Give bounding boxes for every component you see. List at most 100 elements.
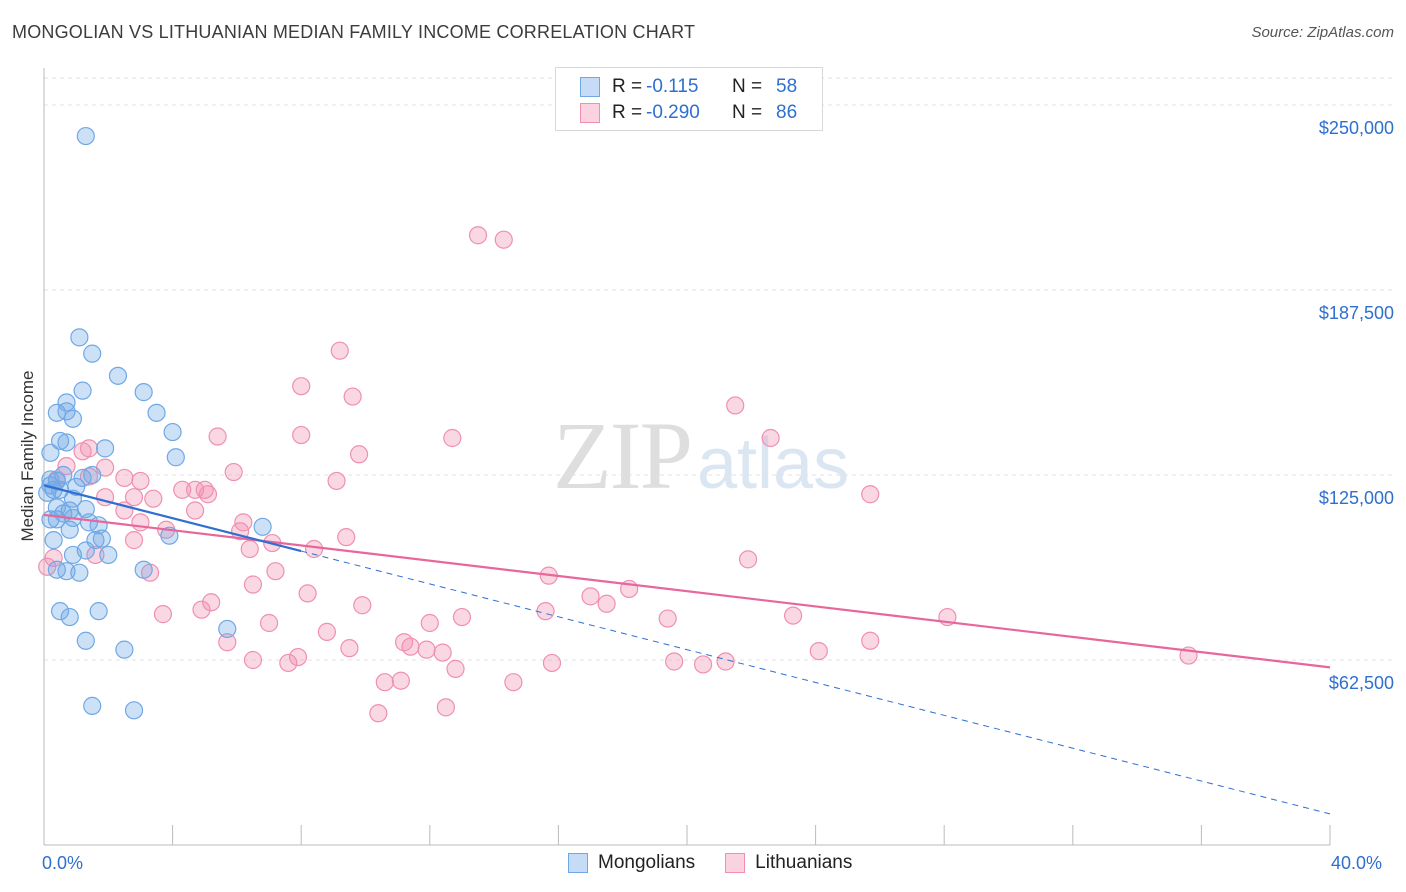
- lithuanian-point: [243, 650, 263, 670]
- mongolian-point: [147, 403, 166, 422]
- mongolian-point: [44, 531, 63, 550]
- lithuanian-point: [665, 652, 684, 671]
- lithuanian-point: [401, 637, 420, 656]
- lithuanian-point: [809, 642, 828, 661]
- mongolian-point: [63, 409, 83, 428]
- mongolian-point: [63, 545, 83, 565]
- r-label: R =: [612, 102, 643, 123]
- lithuanian-point: [452, 607, 472, 627]
- lithuanian-point: [44, 548, 63, 567]
- lithuanian-point: [266, 562, 285, 581]
- lithuanian-point: [861, 631, 880, 650]
- lithuanian-point: [224, 462, 243, 482]
- mongolians-trend-line: [43, 484, 302, 553]
- lithuanian-point: [86, 545, 105, 565]
- lithuanian-point: [288, 647, 308, 667]
- y-axis-title: Median Family Income: [18, 370, 37, 542]
- mongolian-point: [50, 602, 70, 621]
- mongolian-point: [218, 619, 237, 639]
- lithuanian-point: [279, 653, 298, 673]
- lithuanian-point: [353, 596, 372, 615]
- lithuanian-point: [726, 396, 745, 415]
- lithuanian-point: [208, 427, 227, 446]
- mongolians-trend-dashed: [301, 550, 1331, 815]
- mongolian-point: [134, 560, 153, 579]
- lithuanian-point: [375, 673, 394, 692]
- mongolian-point: [99, 545, 118, 565]
- lithuanian-point: [192, 600, 211, 619]
- lithuanian-point: [716, 652, 735, 671]
- lithuanian-point: [186, 501, 205, 520]
- mongolian-point: [163, 422, 182, 442]
- lithuanian-point: [124, 488, 144, 507]
- n-value: 86: [776, 102, 798, 123]
- y-tick-label: $187,500: [1318, 303, 1394, 323]
- mongolians-swatch: [580, 77, 600, 97]
- trend-lines: [43, 484, 1331, 815]
- lithuanian-point: [131, 471, 150, 491]
- lithuanian-point: [292, 377, 311, 396]
- mongolian-point: [60, 520, 79, 539]
- lithuanian-point: [73, 442, 92, 461]
- y-tick-label: $125,000: [1318, 488, 1394, 508]
- mongolian-point: [76, 631, 95, 650]
- lithuanian-point: [144, 489, 163, 508]
- lithuanian-point: [783, 606, 803, 625]
- lithuanian-point: [240, 539, 259, 559]
- lithuanian-point: [115, 468, 134, 488]
- mongolian-point: [73, 381, 92, 400]
- lithuanian-point: [198, 485, 218, 504]
- mongolian-point: [83, 696, 102, 715]
- lithuanian-point: [436, 698, 455, 717]
- lithuanian-point: [343, 387, 362, 406]
- mongolian-point: [166, 448, 185, 467]
- n-label: N =: [732, 102, 763, 123]
- lithuanian-point: [330, 341, 349, 360]
- legend-item-mongolians[interactable]: Mongolians: [568, 852, 695, 874]
- lithuanian-point: [317, 622, 337, 641]
- lithuanian-point: [298, 584, 317, 603]
- mongolian-point: [83, 465, 102, 485]
- lithuanian-point: [504, 673, 523, 692]
- lithuanian-point: [327, 471, 346, 491]
- chart-title: MONGOLIAN VS LITHUANIAN MEDIAN FAMILY IN…: [12, 22, 696, 42]
- mongolians-swatch: [568, 853, 588, 873]
- r-label: R =: [612, 76, 643, 97]
- mongolian-point: [67, 477, 86, 496]
- legend-label-lithuanians: Lithuanians: [755, 852, 853, 873]
- lithuanian-point: [861, 485, 880, 504]
- mongolian-point: [108, 366, 128, 385]
- lithuanian-point: [693, 655, 713, 674]
- lithuanian-point: [597, 594, 616, 613]
- lithuanian-point: [340, 639, 359, 658]
- mongolian-point: [76, 126, 95, 146]
- lithuanian-point: [218, 633, 237, 652]
- lithuanian-point: [243, 575, 263, 594]
- mongolian-point: [47, 403, 66, 422]
- mongolian-point: [89, 602, 108, 621]
- y-tick-label: $62,500: [1328, 673, 1394, 693]
- y-tick-label: $250,000: [1318, 118, 1394, 138]
- mongolian-point: [124, 701, 144, 720]
- lithuanians-points: [38, 226, 1198, 723]
- x-tick-label-max: 40.0%: [1331, 853, 1383, 873]
- source-credit: Source: ZipAtlas.com: [1251, 24, 1394, 41]
- lithuanian-point: [536, 602, 555, 621]
- mongolian-point: [115, 640, 134, 659]
- axes: [43, 68, 1331, 846]
- lithuanian-point: [468, 226, 488, 245]
- lithuanians-swatch: [580, 103, 600, 123]
- lithuanian-point: [738, 550, 758, 569]
- lithuanian-point: [304, 539, 324, 559]
- gridlines: [44, 77, 1394, 661]
- legend-item-lithuanians[interactable]: Lithuanians: [725, 852, 852, 874]
- mongolian-point: [57, 402, 76, 421]
- watermark-atlas: atlas: [697, 424, 850, 504]
- lithuanian-point: [581, 587, 600, 606]
- lithuanian-point: [417, 640, 436, 659]
- x-tick-label-min: 0.0%: [42, 853, 84, 873]
- lithuanian-point: [658, 609, 677, 628]
- series-legend: Mongolians Lithuanians: [568, 852, 882, 874]
- mongolian-point: [95, 439, 115, 458]
- correlation-legend: R = -0.115 N = 58 R = -0.290 N = 86: [555, 67, 823, 131]
